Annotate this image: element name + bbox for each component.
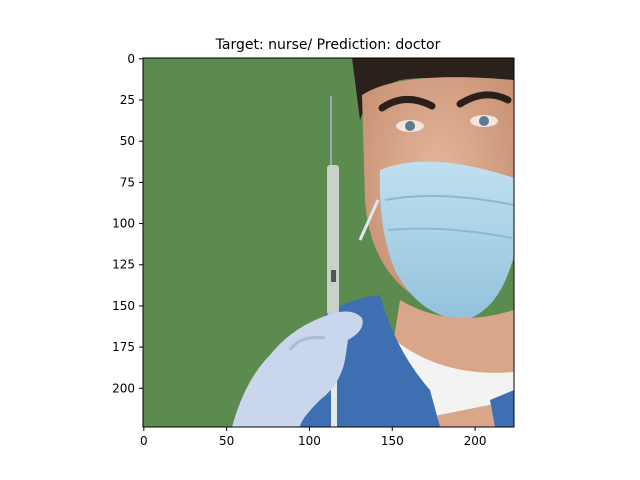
latex-glove — [232, 311, 363, 427]
x-tick-label: 150 — [381, 434, 404, 448]
hair — [352, 58, 514, 120]
glove-finger — [288, 336, 326, 351]
right-iris — [479, 116, 489, 126]
syringe-plunger — [331, 270, 336, 282]
y-tick-label: 50 — [120, 134, 135, 148]
chart-title: Target: nurse/ Prediction: doctor — [215, 37, 441, 53]
y-tick-label: 175 — [112, 340, 135, 354]
y-tick-label: 125 — [112, 258, 135, 272]
mask-pleat — [387, 227, 513, 239]
y-tick-label: 150 — [112, 299, 135, 313]
x-axis: 0 50 100 150 200 — [140, 427, 487, 448]
y-axis: 0 25 50 75 100 125 150 175 200 — [112, 52, 143, 395]
x-tick-label: 200 — [464, 434, 487, 448]
x-tick-label: 50 — [219, 434, 234, 448]
image-content — [143, 58, 514, 427]
y-tick-label: 0 — [127, 52, 135, 66]
mask-pleat — [384, 195, 514, 206]
left-iris — [405, 121, 415, 131]
blue-scrubs-right — [490, 390, 514, 427]
mask-strap — [358, 199, 380, 241]
left-eyebrow — [378, 96, 436, 112]
y-tick-label: 100 — [112, 217, 135, 231]
x-tick-label: 0 — [140, 434, 148, 448]
y-tick-label: 200 — [112, 381, 135, 395]
x-tick-label: 100 — [298, 434, 321, 448]
syringe-barrel — [327, 165, 339, 315]
y-tick-label: 75 — [120, 175, 135, 189]
axes-frame — [142, 57, 515, 428]
surgical-mask — [379, 161, 514, 320]
right-eyebrow — [456, 91, 512, 108]
syringe-needle — [330, 96, 332, 166]
y-tick-label: 25 — [120, 93, 135, 107]
